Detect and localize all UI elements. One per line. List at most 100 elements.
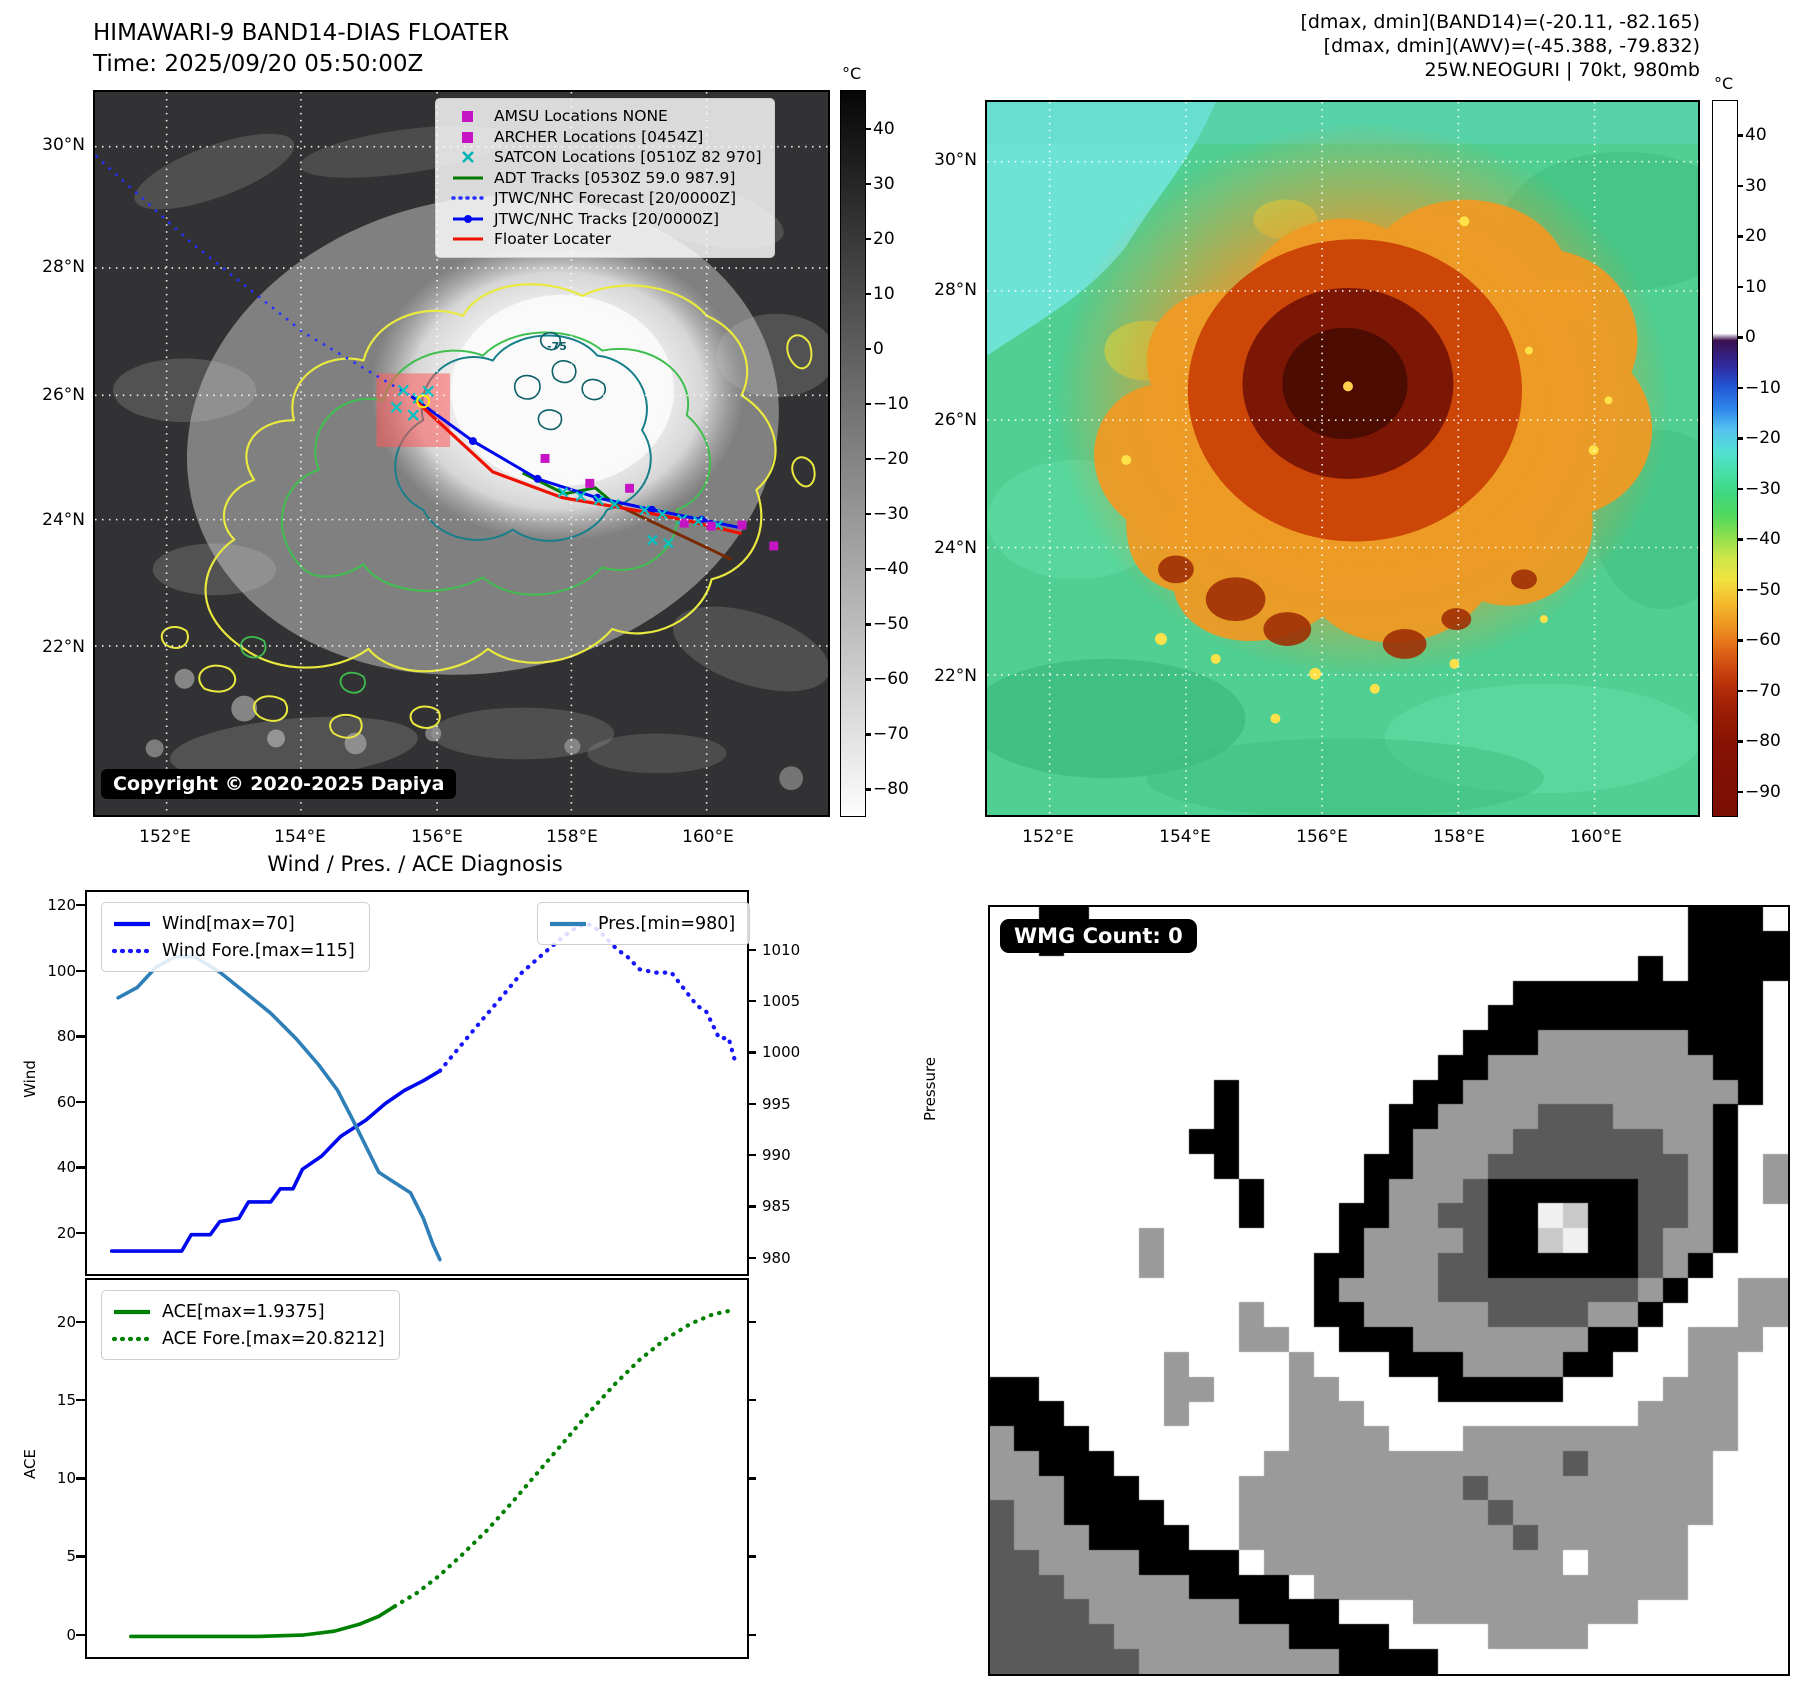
series-ace-fore- (392, 1308, 731, 1609)
left-map-y-tick: 30°N (42, 135, 85, 155)
dotted-line-swatch-icon (112, 1333, 154, 1345)
series-ace (129, 1604, 397, 1639)
right-panel-header: [dmax, dmin](BAND14)=(-20.11, -82.165) [… (1000, 10, 1700, 82)
right-colorbar-tick: −20 (1745, 428, 1781, 449)
right-map-x-tick: 152°E (1022, 827, 1074, 847)
wind-y-tickmark (76, 1231, 85, 1235)
right-colorbar-tick-mark (1737, 588, 1743, 592)
chart-legend-item: Pres.[min=980] (548, 910, 735, 937)
legend-line-glyph (550, 921, 586, 926)
chart-legend-label: ACE[max=1.9375] (162, 1301, 325, 1322)
left-colorbar-tick-mark (865, 623, 871, 626)
dotted-glyph (451, 196, 485, 200)
wmg-count-badge: WMG Count: 0 (1000, 919, 1197, 953)
ace-y2-tickmark (747, 1477, 756, 1480)
left-map-y-tick: 26°N (42, 385, 85, 405)
dark-red-blobs (1158, 555, 1537, 659)
right-colorbar-tick-mark (1737, 336, 1743, 339)
jtwc-track-markers (468, 437, 706, 524)
right-colorbar-tick-mark (1737, 386, 1743, 390)
yellow-speckles (1121, 216, 1613, 724)
legend-item: SATCON Locations [0510Z 82 970] (446, 147, 762, 168)
cdo-core (451, 294, 674, 486)
pressure-y-tick: 985 (762, 1197, 791, 1216)
legend-item: Floater Locater (446, 229, 762, 250)
ace-y-tick: 10 (56, 1469, 76, 1488)
left-map-y-tick: 24°N (42, 510, 85, 530)
right-colorbar-unit: °C (1714, 74, 1734, 93)
left-colorbar-tick: −30 (873, 504, 909, 525)
left-panel-title: HIMAWARI-9 BAND14-DIAS FLOATER Time: 202… (93, 18, 509, 80)
left-map-x-tick: 152°E (139, 827, 191, 847)
wind-y-tick: 60 (56, 1092, 76, 1111)
left-satellite-map: AMSU Locations NONE ARCHER Locations [045… (93, 90, 830, 817)
legend-item: ADT Tracks [0530Z 59.0 987.9] (446, 168, 762, 189)
ace-y-tickmark (76, 1555, 85, 1558)
ace-y2-tickmark (747, 1320, 756, 1324)
legend-line-glyph (114, 1309, 150, 1314)
pressure-y-tick: 980 (762, 1248, 791, 1267)
right-colorbar-tick-mark (1737, 538, 1743, 541)
right-map-y-tick: 30°N (934, 150, 977, 170)
square-swatch-icon (446, 130, 490, 144)
pressure-y-tickmark (747, 1102, 756, 1105)
chart-legend-item: ACE[max=1.9375] (112, 1298, 385, 1325)
right-colorbar-tick-mark (1737, 235, 1743, 238)
legend-line-glyph (112, 1336, 152, 1341)
right-colorbar-tick: −30 (1745, 478, 1781, 499)
right-colorbar-tick-mark (1737, 134, 1743, 137)
left-colorbar-unit: °C (842, 64, 862, 83)
right-colorbar-tick: 40 (1745, 125, 1767, 146)
right-map-y-tick: 28°N (934, 280, 977, 300)
right-map-x-tick: 160°E (1570, 827, 1622, 847)
floater-target-box (376, 373, 451, 448)
solid-line-swatch-icon (112, 1306, 154, 1318)
legend-item-label: ADT Tracks [0530Z 59.0 987.9] (494, 168, 736, 187)
left-colorbar-tick: −40 (873, 559, 909, 580)
left-map-x-tick: 158°E (546, 827, 598, 847)
right-colorbar-tick-mark (1737, 689, 1743, 693)
left-colorbar-tick: −60 (873, 669, 909, 690)
wmg-panel: WMG Count: 0 (988, 905, 1790, 1676)
wind-y-tickmark (76, 904, 85, 907)
line-swatch-icon (446, 171, 490, 185)
wind-y-tickmark (76, 1100, 85, 1104)
left-colorbar-tick-mark (865, 568, 871, 571)
wind-y-tick: 100 (47, 961, 76, 980)
chart-legend-label: Wind[max=70] (162, 913, 295, 934)
left-map-x-tick: 154°E (274, 827, 326, 847)
left-colorbar-tick-mark (865, 513, 871, 516)
ace-y-tickmark (76, 1320, 85, 1324)
left-colorbar-tick-mark (865, 347, 871, 351)
left-colorbar-tick: −10 (873, 393, 909, 414)
eye-dot (1342, 381, 1353, 392)
ace-y-tick: 15 (56, 1391, 76, 1410)
pressure-y-tick: 1010 (762, 940, 801, 959)
left-colorbar-tick-mark (865, 458, 871, 461)
chart-legend-item: ACE Fore.[max=20.8212] (112, 1325, 385, 1352)
copyright-badge: Copyright © 2020-2025 Dapiya (101, 769, 457, 799)
pressure-y-tickmark (747, 1256, 756, 1259)
left-panel-time-line: Time: 2025/09/20 05:50:00Z (93, 51, 424, 77)
line-glyph (453, 176, 483, 180)
enhanced-ir-image (987, 102, 1698, 815)
pressure-y-tickmark (747, 1051, 756, 1054)
chart-legend-label: Pres.[min=980] (598, 913, 736, 934)
chart-legend-item: Wind Fore.[max=115] (112, 937, 355, 964)
legend-item: AMSU Locations NONE (446, 106, 762, 127)
legend-line-glyph (112, 948, 152, 953)
wind-y-tick: 40 (56, 1158, 76, 1177)
adt-track-line-old (613, 502, 733, 561)
legend-item-label: ARCHER Locations [0454Z] (494, 127, 704, 146)
right-colorbar-tick: −80 (1745, 731, 1781, 752)
dmax-dmin-band14: [dmax, dmin](BAND14)=(-20.11, -82.165) (1300, 11, 1700, 33)
pressure-y-tick: 1005 (762, 991, 801, 1010)
right-colorbar-tick-mark (1737, 639, 1743, 642)
pressure-y-tickmark (747, 1153, 756, 1157)
right-map-y-tick: 22°N (934, 666, 977, 686)
right-colorbar-tick-mark (1737, 285, 1743, 289)
right-map-y-tick: 24°N (934, 538, 977, 558)
left-colorbar-tick-mark (865, 733, 871, 736)
square-glyph (462, 131, 473, 143)
pressure-y-tickmark (747, 999, 756, 1003)
